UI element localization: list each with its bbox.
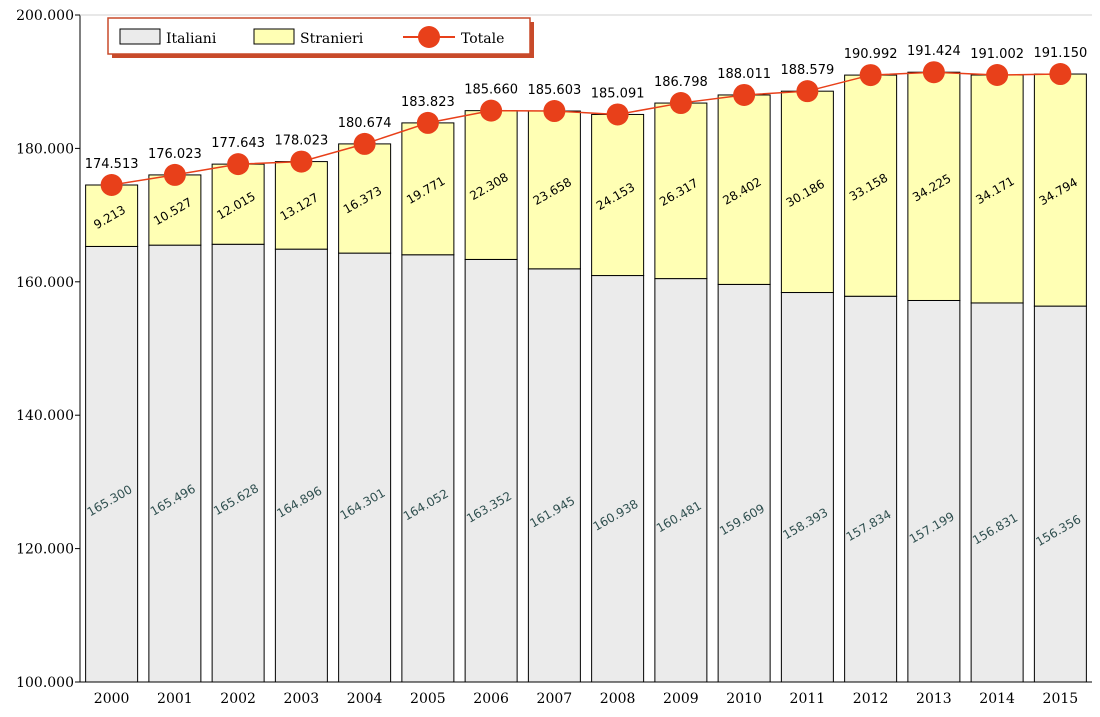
bars [85,71,1087,683]
total-value-label: 188.011 [717,67,771,82]
bar-italiani [464,258,518,683]
total-point [480,99,503,122]
bar-stranieri [844,74,898,297]
legend-marker-totale [418,26,440,48]
x-tick-label: 2013 [916,691,952,707]
total-point [353,132,376,155]
total-point [290,150,313,173]
total-value-label: 188.579 [780,63,834,78]
x-tick-label: 2010 [726,691,762,707]
total-point [859,64,882,87]
x-tick-label: 2007 [537,691,573,707]
legend-label-stranieri: Stranieri [300,31,364,47]
bar-stranieri [1033,73,1087,307]
y-tick-label: 160.000 [16,275,74,291]
bar-italiani [591,275,645,683]
legend-swatch-italiani [119,28,161,45]
bar-stranieri [907,71,961,301]
y-tick-label: 120.000 [16,542,74,558]
total-point [669,92,692,115]
bar-italiani [654,278,708,683]
x-tick-label: 2005 [410,691,446,707]
x-tick-label: 2004 [347,691,383,707]
bar-italiani [338,252,392,683]
bar-stranieri [527,110,581,270]
total-point [1049,63,1072,86]
total-value-label: 185.603 [527,83,581,98]
axes: 100.000 120.000 140.000 160.000 180.000 200.0… [16,8,1092,707]
x-tick-label: 2003 [284,691,320,707]
total-value-label: 183.823 [401,95,455,110]
bar-italiani [717,283,771,683]
total-line [111,71,1061,186]
y-tick-label: 200.000 [16,8,74,24]
bar-italiani [780,292,834,683]
bar-stranieri [780,90,834,294]
total-value-label: 191.424 [907,44,961,59]
total-value-label: 174.513 [85,157,139,172]
total-value-label: 176.023 [148,147,202,162]
total-point [733,83,756,106]
bar-stranieri [464,110,518,260]
bar-italiani [844,295,898,683]
total-value-label: 180.674 [338,116,392,131]
total-point [416,111,439,134]
x-tick-label: 2002 [220,691,256,707]
x-tick-label: 2014 [979,691,1015,707]
x-tick-label: 2001 [157,691,193,707]
total-value-label: 185.660 [464,83,518,98]
bar-stranieri [148,174,202,246]
total-point [227,153,250,176]
total-point [100,173,123,196]
x-tick-label: 2006 [473,691,509,707]
legend: Italiani Stranieri Totale [107,17,534,58]
bar-stranieri [654,102,708,280]
total-point [163,163,186,186]
total-value-label: 190.992 [844,47,898,62]
x-tick-label: 2009 [663,691,699,707]
x-tick-label: 2015 [1043,691,1079,707]
total-value-label: 191.150 [1033,46,1087,61]
total-value-label: 185.091 [591,86,645,101]
bar-italiani [401,254,455,683]
x-tick-label: 2000 [94,691,130,707]
x-tick-label: 2011 [790,691,826,707]
bar-stranieri [717,94,771,285]
bar-stranieri [274,161,328,250]
bar-italiani [907,299,961,683]
bar-stranieri [970,74,1024,304]
total-value-label: 177.643 [211,136,265,151]
bar-italiani [85,245,139,683]
bar-italiani [211,243,265,683]
x-tick-label: 2008 [600,691,636,707]
total-value-label: 186.798 [654,75,708,90]
legend-swatch-stranieri [253,28,295,45]
total-value-label: 178.023 [274,134,328,149]
bar-stranieri [401,122,455,256]
total-line-group: 174.513 176.023 177.643 178.023 180.674 183.8… [85,44,1087,196]
total-point [606,103,629,126]
bar-italiani [148,244,202,683]
bar-stranieri [338,143,392,254]
bar-italiani [274,248,328,683]
x-tick-label: 2012 [853,691,889,707]
total-point [543,100,566,123]
legend-label-totale: Totale [461,31,504,47]
bar-italiani [1033,305,1087,683]
total-value-label: 191.002 [970,47,1024,62]
legend-label-italiani: Italiani [166,31,217,47]
y-tick-label: 180.000 [16,141,74,157]
y-tick-label: 140.000 [16,408,74,424]
total-point [986,64,1009,87]
bar-italiani [970,302,1024,683]
y-tick-label: 100.000 [16,675,74,691]
bar-italiani [527,268,581,683]
total-point [922,61,945,84]
total-point [796,80,819,103]
legend-box [107,17,531,55]
